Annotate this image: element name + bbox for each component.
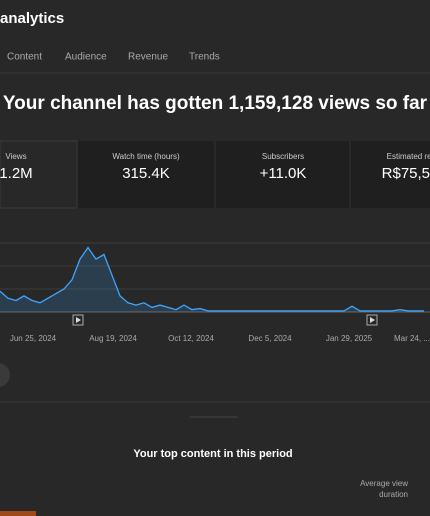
metric-label: Estimated revenue — [387, 152, 430, 161]
metric-cards-bg — [77, 141, 430, 208]
thumbnail[interactable] — [0, 511, 36, 516]
x-tick-label: Jun 25, 2024 — [10, 334, 57, 343]
selected-card — [0, 140, 78, 209]
circle-button[interactable] — [0, 363, 10, 387]
tab[interactable]: Audience — [65, 52, 107, 63]
tab[interactable]: Trends — [189, 52, 220, 63]
line-area — [0, 247, 424, 312]
column-header[interactable]: Average view duration — [360, 479, 408, 499]
x-tick-label: Oct 12, 2024 — [168, 334, 214, 343]
metric-label: Subscribers — [262, 152, 304, 161]
metric-value: +11.0K — [260, 165, 307, 182]
tab[interactable]: Content — [7, 52, 42, 63]
play-markers — [72, 314, 378, 326]
metric-label: Views — [5, 152, 26, 161]
section-title: Your top content in this period — [133, 448, 292, 460]
x-tick-label: Mar 24, ... — [394, 334, 430, 343]
tab[interactable]: Revenue — [128, 52, 168, 63]
x-tick-label: Dec 5, 2024 — [248, 334, 292, 343]
metric-value: 1.2M — [0, 165, 33, 182]
metric-value: R$75,59 — [382, 165, 430, 182]
headline: Your channel has gotten 1,159,128 views … — [3, 93, 428, 114]
metric-label: Watch time (hours) — [112, 152, 180, 161]
page-title: analytics — [0, 10, 64, 27]
metric-value: 315.4K — [122, 165, 170, 182]
line — [0, 246, 424, 312]
x-tick-label: Jan 29, 2025 — [326, 334, 373, 343]
x-tick-label: Aug 19, 2024 — [89, 334, 137, 343]
